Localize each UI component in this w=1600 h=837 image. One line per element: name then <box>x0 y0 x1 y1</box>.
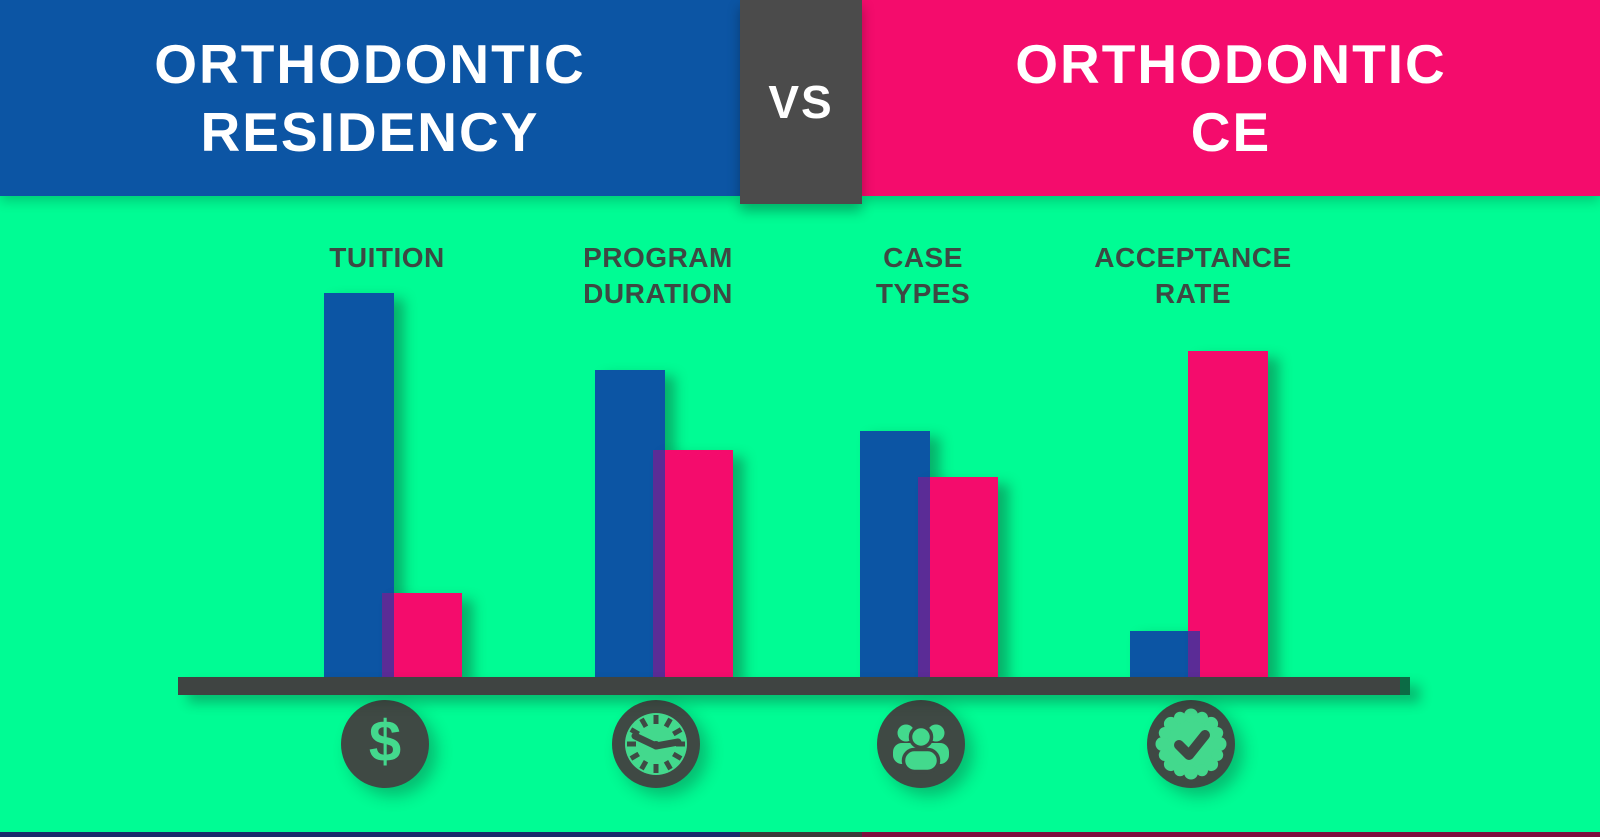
vs-label: VS <box>768 76 834 128</box>
residency-title: ORTHODONTIC RESIDENCY <box>154 30 585 166</box>
ce-title-line1: ORTHODONTIC <box>1015 32 1447 95</box>
ce-header-banner: ORTHODONTIC CE <box>862 0 1600 196</box>
footer-strip-gray <box>740 832 862 837</box>
bar-overlap-case-types <box>918 477 930 677</box>
bar-ce-tuition <box>382 592 462 677</box>
bar-ce-case-types <box>918 477 998 677</box>
vs-badge: VS <box>740 0 862 204</box>
footer-strip-blue <box>0 832 740 837</box>
ce-title-line2: CE <box>1190 101 1272 163</box>
clock-icon <box>612 700 700 788</box>
ce-title: ORTHODONTIC CE <box>1015 30 1446 166</box>
chart-baseline <box>178 677 1410 695</box>
category-label-program-duration: PROGRAM DURATION <box>583 242 733 309</box>
clock-glyph <box>625 713 687 775</box>
category-label-case-types: CASE TYPES <box>875 242 971 309</box>
bar-overlap-program-duration <box>653 450 665 677</box>
bar-overlap-acceptance-rate <box>1188 630 1200 677</box>
residency-header-banner: ORTHODONTIC RESIDENCY <box>0 0 740 196</box>
category-label-tuition: TUITION <box>329 242 445 273</box>
dollar-icon: $ <box>341 700 429 788</box>
residency-title-line1: ORTHODONTIC <box>154 32 586 95</box>
dollar-sign-glyph: $ <box>368 709 402 774</box>
footer-strip-pink <box>862 832 1600 837</box>
people-group-glyph <box>893 724 949 774</box>
category-label-acceptance-rate: ACCEPTANCE RATE <box>1094 242 1292 309</box>
check-badge-icon <box>1147 700 1235 788</box>
bar-overlap-tuition <box>382 592 394 677</box>
check-badge-glyph <box>1155 708 1227 780</box>
residency-title-line2: RESIDENCY <box>200 101 540 163</box>
people-group-icon <box>877 700 965 788</box>
bar-ce-program-duration <box>653 450 733 677</box>
bar-ce-acceptance-rate <box>1188 350 1268 677</box>
